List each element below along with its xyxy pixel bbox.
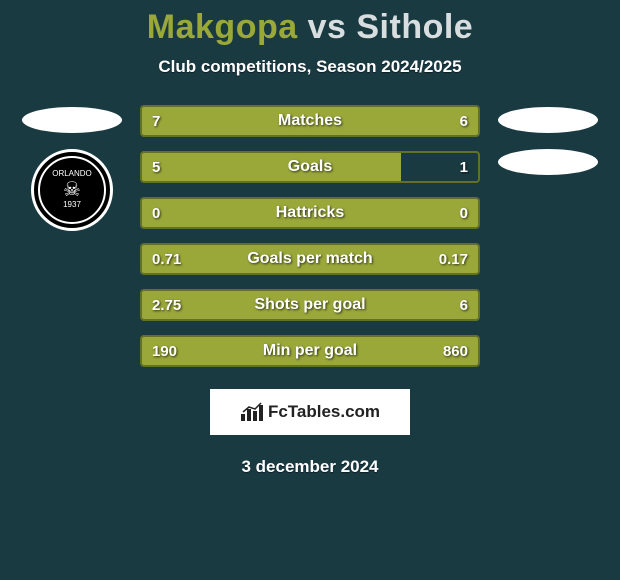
player1-name: Makgopa	[147, 8, 298, 46]
right-column	[498, 105, 598, 175]
content-row: ORLANDO ☠ 1937 7Matches6 5Goals1 0Hattrick…	[0, 105, 620, 367]
club-logo-text: ORLANDO ☠ 1937	[52, 170, 92, 210]
stat-value-right: 1	[450, 153, 478, 181]
player2-name: Sithole	[356, 8, 473, 46]
stat-value-right: 6	[450, 291, 478, 319]
brand-text: FcTables.com	[268, 402, 380, 422]
stat-value-right: 6	[450, 107, 478, 135]
stat-row: 0.71Goals per match0.17	[140, 243, 480, 275]
club-placeholder-oval	[498, 149, 598, 175]
stat-label: Goals per match	[142, 245, 478, 273]
date-text: 3 december 2024	[0, 457, 620, 477]
club-logo-pirates: ORLANDO ☠ 1937	[31, 149, 113, 231]
stat-label: Matches	[142, 107, 478, 135]
stat-value-right: 860	[433, 337, 478, 365]
stat-value-right: 0	[450, 199, 478, 227]
stat-row: 0Hattricks0	[140, 197, 480, 229]
stat-row: 7Matches6	[140, 105, 480, 137]
brand-box: FcTables.com	[210, 389, 410, 435]
skull-icon: ☠	[52, 179, 92, 201]
player2-placeholder-oval	[498, 107, 598, 133]
stat-row: 190Min per goal860	[140, 335, 480, 367]
stat-label: Hattricks	[142, 199, 478, 227]
stats-bars: 7Matches6 5Goals1 0Hattricks0 0.71Goals per…	[140, 105, 480, 367]
stat-label: Shots per goal	[142, 291, 478, 319]
brand-chart-icon	[240, 402, 264, 422]
stat-row: 5Goals1	[140, 151, 480, 183]
stat-label: Min per goal	[142, 337, 478, 365]
stat-label: Goals	[142, 153, 478, 181]
left-column: ORLANDO ☠ 1937	[22, 105, 122, 231]
stat-row: 2.75Shots per goal6	[140, 289, 480, 321]
subtitle: Club competitions, Season 2024/2025	[0, 57, 620, 77]
player1-placeholder-oval	[22, 107, 122, 133]
stat-value-right: 0.17	[429, 245, 478, 273]
vs-text: vs	[308, 8, 347, 46]
title: Makgopa vs Sithole	[0, 8, 620, 47]
comparison-card: Makgopa vs Sithole Club competitions, Se…	[0, 0, 620, 477]
